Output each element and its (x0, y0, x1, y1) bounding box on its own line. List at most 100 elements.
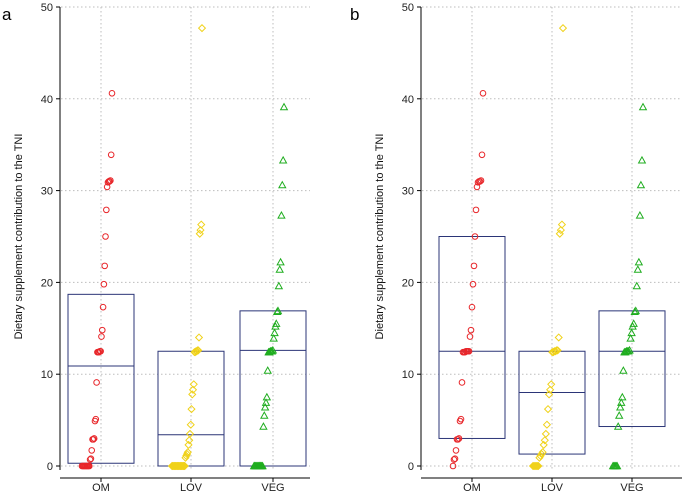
point-om (470, 262, 478, 270)
point-lov (183, 448, 192, 457)
y-tick-label: 10 (41, 369, 53, 381)
point-om (458, 379, 466, 386)
y-tick-label: 40 (41, 94, 53, 106)
point-om (85, 462, 93, 470)
point-lov (185, 436, 194, 445)
point-om (452, 447, 460, 454)
point-lov (555, 229, 564, 238)
point-om (478, 151, 486, 159)
point-veg (617, 398, 626, 406)
panel-letter: a (2, 5, 12, 24)
point-om (99, 303, 107, 311)
point-lov (553, 346, 562, 355)
point-veg (632, 281, 642, 290)
point-lov (539, 440, 548, 449)
point-veg (631, 306, 641, 315)
point-om (455, 435, 463, 442)
point-om (98, 333, 105, 340)
point-lov (177, 461, 186, 471)
point-veg (279, 102, 289, 111)
point-lov (180, 461, 189, 471)
y-tick-label: 0 (47, 461, 53, 473)
point-om (90, 436, 97, 443)
panel-b: b 0 10 20 30 40 50 OM LOV VEG Dietary supplement c… (350, 2, 682, 491)
point-om (471, 233, 479, 240)
point-lov (542, 420, 552, 429)
point-om (479, 89, 487, 97)
point-om (450, 456, 458, 463)
point-om (467, 326, 475, 334)
point-lov (179, 461, 189, 471)
point-lov (532, 461, 541, 471)
point-lov (531, 461, 540, 471)
point-lov (534, 461, 543, 471)
point-om (457, 415, 465, 423)
point-om (466, 333, 474, 340)
point-lov (178, 461, 187, 471)
point-om (106, 178, 113, 185)
point-veg (261, 398, 271, 406)
point-om (473, 183, 481, 191)
point-om (465, 347, 473, 355)
point-veg (260, 402, 270, 411)
point-om (87, 455, 95, 462)
point-veg (625, 345, 634, 354)
point-veg (618, 392, 627, 401)
point-veg (278, 180, 287, 189)
point-lov (187, 404, 196, 414)
point-om (102, 233, 109, 240)
box-lov (518, 350, 586, 455)
point-veg (272, 319, 281, 327)
x-tick-label: VEG (261, 482, 284, 491)
point-lov (188, 385, 198, 394)
point-om (107, 151, 115, 159)
panel-a: a 0 10 20 30 40 50 OM LOV VEG Dietary supplement c… (2, 2, 310, 491)
point-lov (189, 380, 198, 389)
point-veg (273, 306, 283, 315)
point-veg (634, 257, 644, 266)
point-veg (277, 210, 286, 219)
point-veg (627, 328, 636, 337)
point-veg (278, 155, 288, 164)
x-tick-label: OM (463, 482, 481, 491)
point-lov (185, 429, 195, 438)
point-om (93, 379, 100, 386)
point-om (92, 415, 100, 423)
point-lov (552, 346, 561, 355)
point-om (100, 280, 108, 288)
point-lov (556, 225, 565, 235)
point-lov (558, 24, 568, 33)
point-lov (540, 436, 549, 445)
point-veg (259, 422, 268, 430)
y-tick-label: 0 (408, 461, 414, 473)
y-tick-label: 50 (41, 2, 53, 14)
point-lov (557, 220, 567, 229)
point-veg (612, 461, 622, 470)
box-veg (598, 310, 666, 428)
point-om (86, 456, 94, 463)
point-lov (186, 420, 195, 429)
y-tick-label: 30 (41, 186, 53, 198)
point-lov (197, 24, 207, 33)
point-om (97, 347, 104, 355)
point-lov (546, 385, 555, 394)
point-veg (635, 210, 645, 219)
x-tick-label: OM (92, 482, 110, 491)
x-tick-label: VEG (620, 482, 643, 491)
point-lov (196, 225, 205, 235)
point-veg (614, 411, 624, 419)
y-tick-label: 40 (402, 94, 414, 106)
point-lov (543, 404, 553, 414)
y-tick-label: 50 (402, 2, 414, 14)
box-lov (157, 350, 225, 467)
point-veg (637, 155, 647, 164)
point-om (103, 206, 110, 214)
point-om (468, 303, 476, 311)
point-lov (533, 461, 542, 471)
point-lov (179, 461, 188, 471)
point-veg (270, 328, 279, 337)
point-lov (176, 461, 186, 471)
y-axis-title: Dietary supplement contribution to the T… (374, 134, 386, 340)
point-veg (613, 422, 623, 430)
